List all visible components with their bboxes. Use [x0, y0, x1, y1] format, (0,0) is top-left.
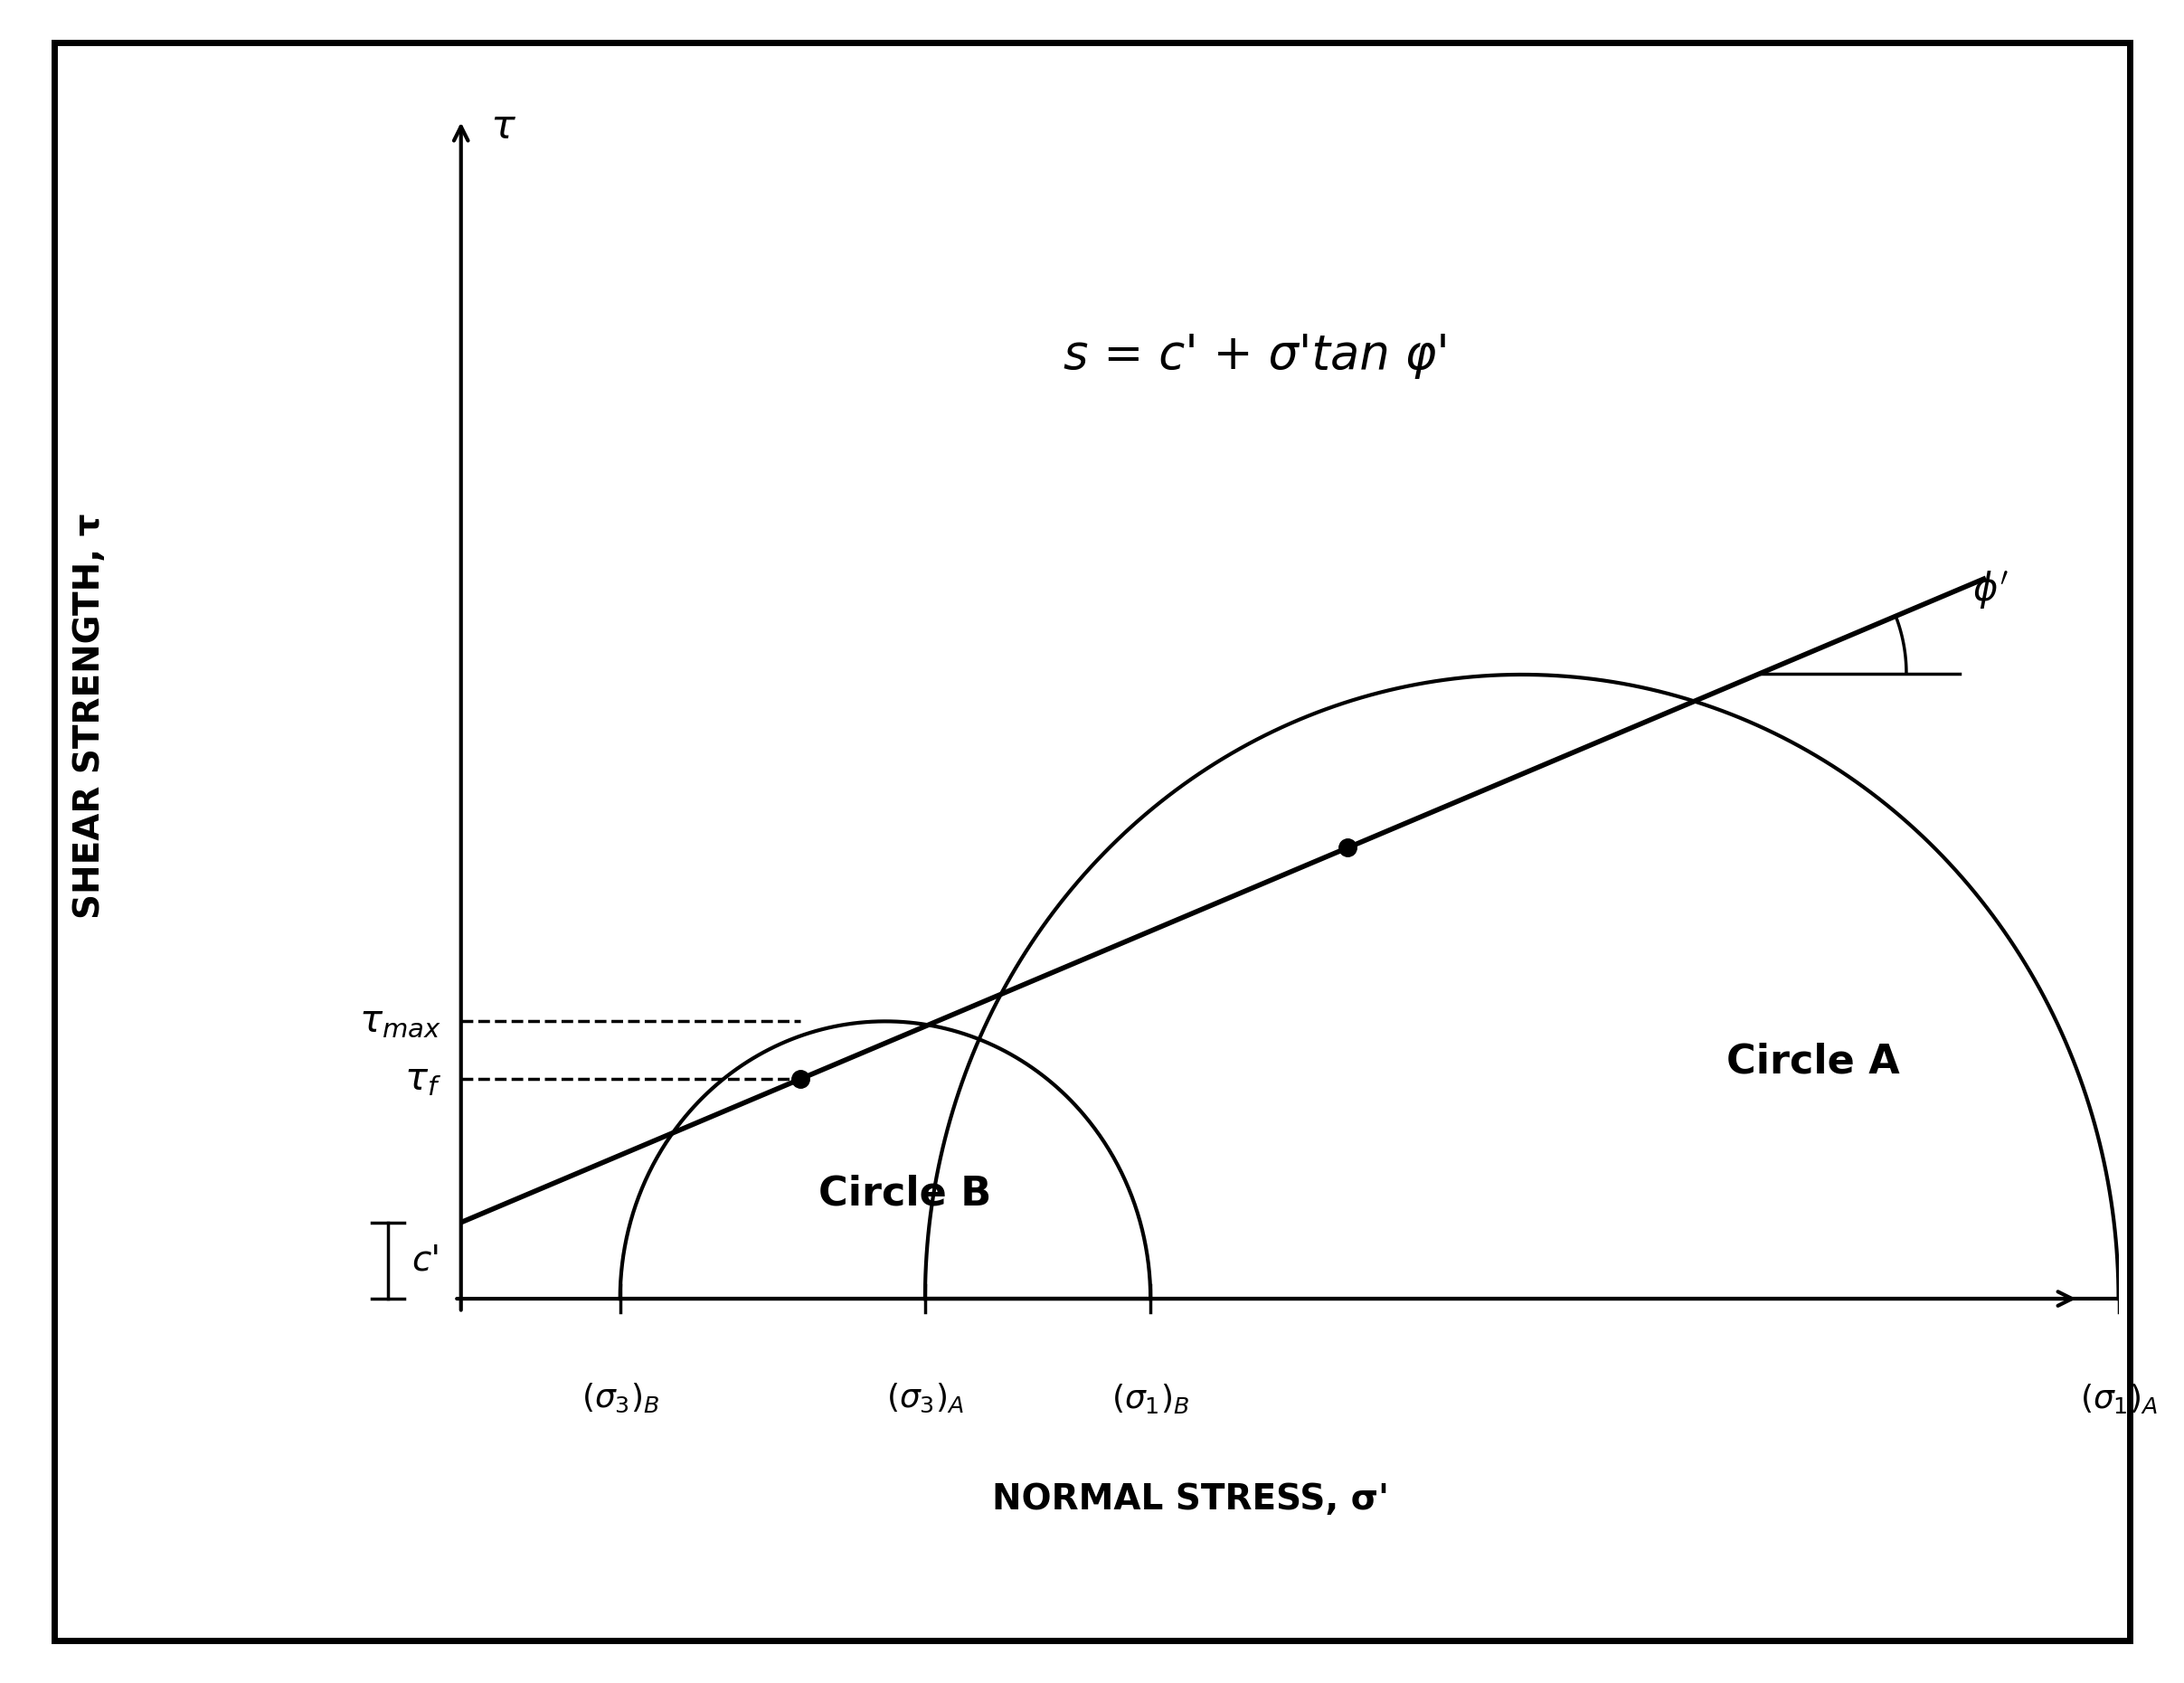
Text: Circle B: Circle B: [819, 1173, 992, 1213]
Text: SHEAR STRENGTH, τ: SHEAR STRENGTH, τ: [72, 513, 107, 919]
Text: c': c': [413, 1244, 441, 1277]
Text: $(\sigma_1)_A$: $(\sigma_1)_A$: [2079, 1382, 2158, 1415]
Text: $\phi'$: $\phi'$: [1972, 569, 2009, 611]
Text: $(\sigma_3)_A$: $(\sigma_3)_A$: [887, 1382, 963, 1415]
Text: NORMAL STRESS, σ': NORMAL STRESS, σ': [992, 1483, 1389, 1516]
Text: $\tau_{max}$: $\tau_{max}$: [358, 1003, 441, 1040]
Text: $(\sigma_1)_B$: $(\sigma_1)_B$: [1112, 1382, 1190, 1415]
Text: $\tau$: $\tau$: [489, 108, 515, 146]
Text: s = c' + σ'tan φ': s = c' + σ'tan φ': [1064, 332, 1450, 379]
Text: $(\sigma_3)_B$: $(\sigma_3)_B$: [581, 1382, 660, 1415]
Text: Circle A: Circle A: [1728, 1042, 1900, 1080]
Text: $\tau_f$: $\tau_f$: [404, 1060, 441, 1097]
